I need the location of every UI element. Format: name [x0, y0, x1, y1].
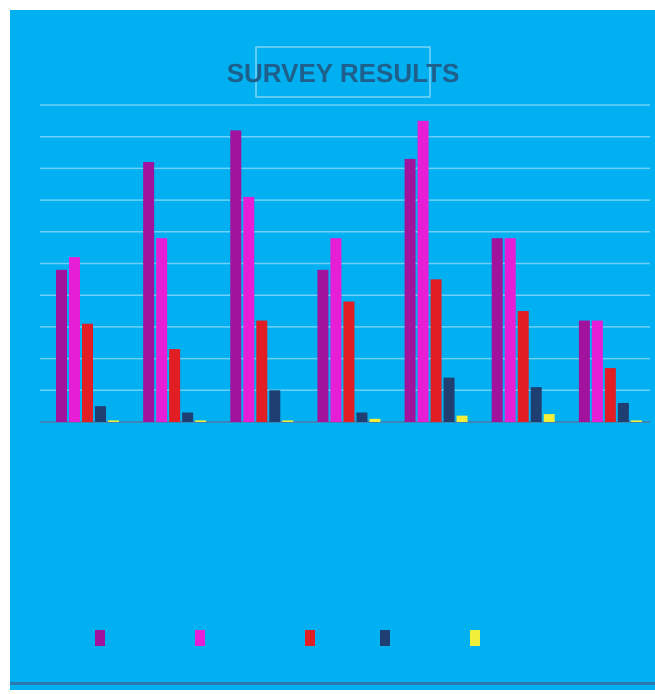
bar-series3-cat4: [343, 301, 355, 422]
bar-series3-cat6: [517, 311, 529, 422]
chart-title: SURVEY RESULTS: [227, 58, 460, 88]
legend-swatch: [470, 630, 480, 646]
bar-series1-cat6: [491, 238, 503, 422]
bar-series5-cat2: [195, 420, 207, 422]
bar-series5-cat5: [456, 415, 468, 422]
bar-series4-cat6: [530, 387, 542, 422]
bar-series1-cat4: [317, 269, 329, 422]
chart-frame: SURVEY RESULTS: [10, 10, 655, 690]
legend-swatch: [380, 630, 390, 646]
bar-series5-cat7: [630, 420, 642, 422]
gridlines: [40, 104, 650, 423]
bar-series3-cat5: [430, 279, 442, 422]
bar-series3-cat2: [169, 349, 181, 422]
legend-swatch: [305, 630, 315, 646]
bar-series2-cat7: [591, 320, 603, 422]
legend-swatch: [195, 630, 205, 646]
survey-chart: SURVEY RESULTS: [40, 46, 650, 646]
bar-series2-cat5: [417, 120, 429, 422]
bar-series1-cat3: [230, 130, 242, 423]
bar-series2-cat6: [504, 238, 516, 422]
bar-series5-cat1: [108, 420, 119, 422]
legend: [95, 630, 480, 646]
bar-series2-cat1: [69, 257, 80, 422]
legend-swatch: [95, 630, 105, 646]
bar-series2-cat4: [330, 238, 342, 422]
bottom-rule: [10, 682, 655, 685]
bar-series3-cat3: [256, 320, 268, 422]
bar-series5-cat3: [282, 420, 294, 422]
bar-series3-cat7: [604, 368, 616, 422]
bar-series2-cat3: [243, 196, 255, 422]
title-box: [255, 46, 431, 98]
bar-series1-cat7: [578, 320, 590, 422]
bar-series4-cat2: [182, 412, 194, 422]
bar-series1-cat5: [404, 158, 416, 422]
bar-series4-cat7: [617, 402, 629, 422]
bar-series1-cat1: [56, 269, 67, 422]
bar-series1-cat2: [143, 162, 155, 422]
bar-series2-cat2: [156, 238, 168, 422]
bar-series4-cat3: [269, 390, 281, 422]
bar-series4-cat4: [356, 412, 368, 422]
bar-series4-cat5: [443, 377, 455, 422]
bar-series5-cat6: [543, 414, 555, 422]
bars: [56, 120, 642, 423]
bar-series4-cat1: [95, 406, 106, 422]
bar-series3-cat1: [82, 323, 93, 422]
bar-series5-cat4: [369, 418, 381, 422]
